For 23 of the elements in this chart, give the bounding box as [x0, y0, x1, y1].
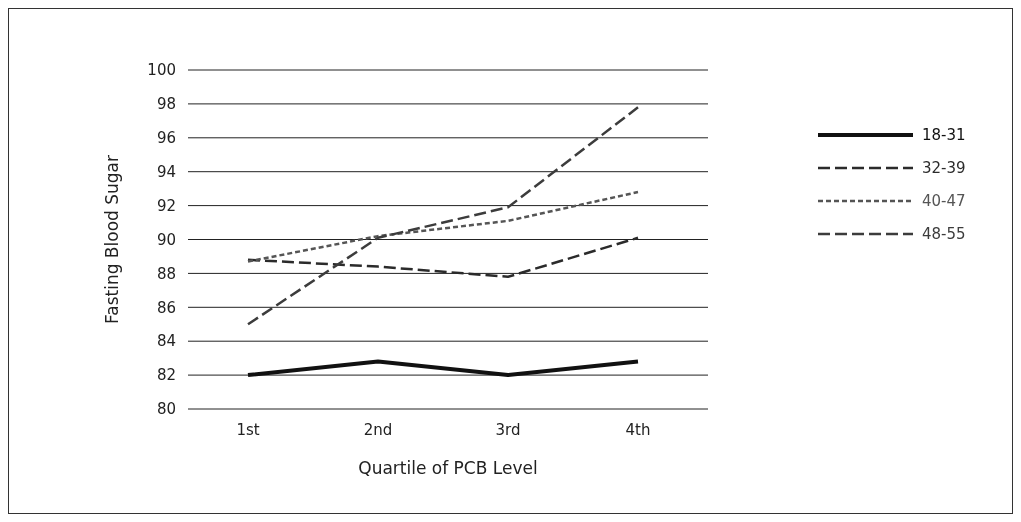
y-tick-label: 100 — [147, 61, 176, 80]
x-tick-label: 2nd — [363, 421, 393, 439]
x-tick-label: 4th — [625, 421, 651, 439]
x-tick-label: 1st — [236, 421, 260, 439]
y-tick-label: 84 — [156, 332, 176, 351]
y-tick-label: 96 — [156, 129, 176, 148]
y-tick-label: 86 — [156, 298, 176, 317]
text: 48-55 — [922, 225, 966, 244]
y-tick-label: 94 — [156, 162, 176, 181]
text: 40-47 — [922, 192, 966, 211]
y-tick-label: 90 — [156, 230, 176, 249]
y-axis-title: Fasting Blood Sugar — [102, 154, 122, 324]
y-tick-label: 98 — [156, 95, 176, 114]
line-series — [246, 190, 640, 263]
y-tick-label: 88 — [156, 264, 176, 283]
x-axis-title: Quartile of PCB Level — [358, 458, 538, 478]
y-tick-label: 82 — [156, 366, 176, 385]
y-tick-label: 80 — [156, 400, 176, 419]
text: 32-39 — [922, 159, 966, 178]
line-series — [246, 106, 640, 326]
y-tick-label: 92 — [156, 196, 176, 215]
text: 18-31 — [922, 126, 966, 145]
x-tick-label: 3rd — [495, 421, 521, 439]
